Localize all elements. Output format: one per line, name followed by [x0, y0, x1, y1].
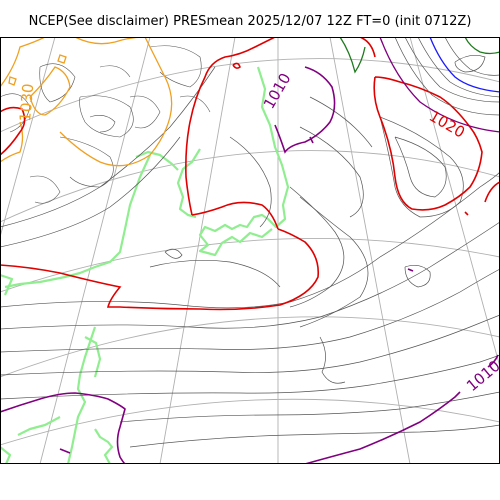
isobar-1020 — [0, 37, 500, 311]
coastlines — [0, 66, 290, 464]
pressure-map: 1010 1020 1030 1010 — [0, 37, 500, 464]
label-1030-west: 1030 — [16, 83, 37, 123]
isobar-1010 — [0, 66, 499, 464]
isobars-north-detail — [0, 45, 211, 204]
isobars-low-ne — [339, 37, 500, 133]
isobars-gray — [0, 66, 500, 448]
map-title: NCEP(See disclaimer) PRESmean 2025/12/07… — [28, 14, 472, 29]
graticule — [0, 37, 500, 464]
